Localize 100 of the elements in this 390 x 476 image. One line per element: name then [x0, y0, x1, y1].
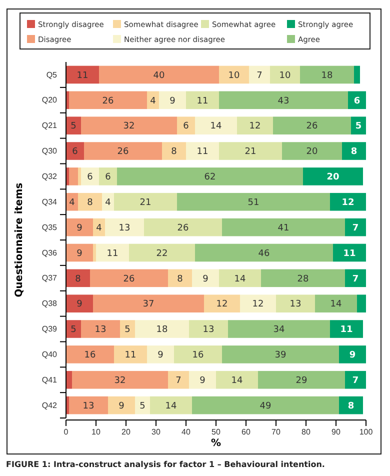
data-label: 4 [150, 96, 156, 106]
data-label: 20 [306, 147, 318, 158]
data-label: 9 [76, 248, 83, 259]
y-axis-title: Questionnaire items [14, 182, 25, 298]
data-label: 34 [273, 325, 285, 336]
bar [273, 116, 351, 134]
bar [345, 370, 366, 389]
data-label: 21 [140, 198, 152, 208]
bar [189, 320, 228, 338]
data-label: 11 [106, 248, 118, 259]
bar [66, 66, 99, 84]
data-label: 9 [349, 350, 356, 361]
data-label: 7 [352, 274, 359, 284]
data-label: 12 [249, 122, 261, 132]
bar [81, 116, 177, 134]
x-tick-label: 10 [92, 428, 101, 437]
data-label: 13 [290, 300, 302, 310]
bar [66, 218, 93, 236]
y-tick-label: Q32 [42, 172, 58, 181]
data-label: 5 [355, 122, 362, 132]
bar [222, 346, 339, 364]
bar [219, 142, 282, 160]
data-label: 16 [192, 350, 204, 361]
y-tick-label: Q30 [42, 146, 58, 156]
bar [228, 320, 330, 338]
bar [315, 294, 357, 312]
bar [135, 396, 150, 414]
data-label: 6 [354, 96, 360, 106]
bar [249, 66, 270, 84]
bar [195, 244, 333, 262]
bar [186, 91, 219, 110]
bar [99, 66, 219, 84]
bar [135, 320, 189, 338]
data-label: 6 [87, 172, 94, 183]
data-label: 49 [260, 401, 272, 412]
bar [144, 218, 222, 236]
data-label: 12 [252, 300, 264, 310]
y-tick-label: Q38 [42, 299, 58, 308]
y-tick-label: Q36 [42, 248, 58, 258]
bar [177, 192, 330, 211]
data-label: 8 [348, 401, 354, 412]
data-label: 9 [158, 350, 164, 361]
data-label: 4 [105, 198, 112, 208]
bar [357, 294, 366, 312]
bar [282, 142, 342, 160]
data-label: 37 [142, 300, 154, 310]
data-label: 9 [170, 96, 176, 106]
bar [270, 66, 300, 84]
data-label: 8 [171, 147, 178, 158]
bar [159, 91, 186, 110]
data-label: 26 [117, 147, 129, 158]
data-label: 6 [183, 122, 190, 132]
bar [276, 294, 315, 312]
data-label: 46 [258, 248, 270, 259]
data-label: 10 [279, 70, 291, 81]
data-label: 9 [118, 401, 125, 412]
data-label: 16 [84, 350, 96, 361]
data-label: 13 [202, 325, 214, 336]
data-label: 9 [202, 274, 209, 284]
data-label: 11 [196, 96, 208, 106]
data-label: 7 [352, 376, 359, 386]
bar [174, 346, 222, 364]
bar [72, 370, 168, 389]
bar [240, 294, 276, 312]
y-tick-label: Q41 [42, 375, 58, 384]
x-tick-label: 60 [242, 428, 251, 437]
data-label: 21 [244, 147, 256, 158]
bar [348, 91, 366, 110]
bar [345, 218, 366, 236]
data-label: 4 [96, 223, 102, 234]
data-label: 32 [114, 376, 126, 386]
bar [219, 66, 249, 84]
bar [237, 116, 273, 134]
x-tick-label: 30 [152, 428, 161, 437]
bar [339, 346, 366, 364]
bar [66, 370, 72, 389]
bar [342, 142, 366, 160]
bar [258, 370, 345, 389]
bar [66, 192, 78, 211]
data-label: 22 [156, 248, 168, 259]
bar [66, 346, 114, 364]
bar [117, 168, 303, 186]
data-label: 28 [297, 274, 309, 284]
x-tick-label: 70 [272, 428, 281, 437]
bar [93, 244, 96, 262]
data-label: 5 [124, 325, 130, 336]
bar [339, 396, 363, 414]
y-tick-label: Q37 [42, 274, 58, 283]
bar [99, 168, 117, 186]
bar [105, 218, 144, 236]
x-tick-label: 0 [64, 428, 69, 437]
data-label: 26 [102, 96, 114, 106]
bar [66, 142, 84, 160]
bar [96, 244, 129, 262]
data-label: 14 [210, 122, 222, 132]
bar [114, 192, 177, 211]
data-label: 9 [76, 300, 83, 310]
data-label: 6 [72, 147, 78, 158]
data-label: 13 [82, 401, 94, 412]
bar [261, 269, 345, 288]
